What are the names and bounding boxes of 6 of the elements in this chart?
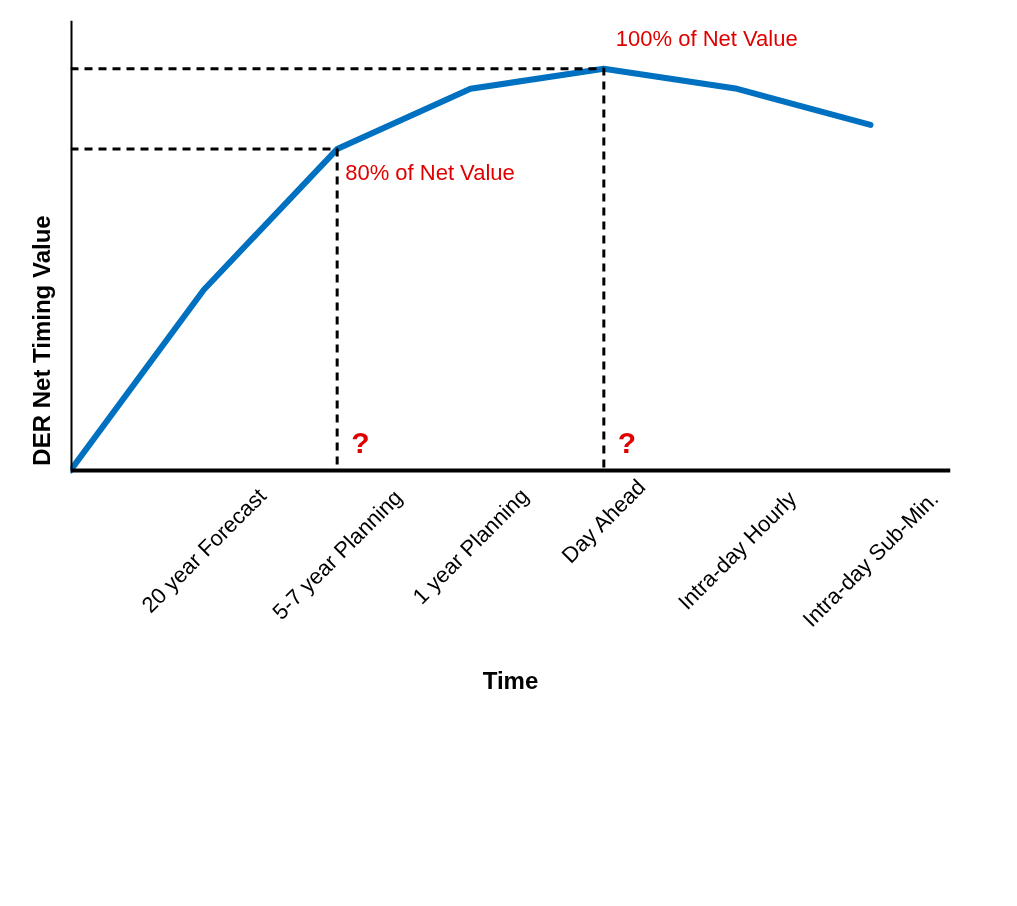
annotation: 80% of Net Value xyxy=(345,160,515,186)
y-axis-title: DER Net Timing Value xyxy=(27,215,55,466)
x-axis-title: Time xyxy=(482,666,539,694)
annotation: ? xyxy=(617,425,637,459)
annotation: 100% of Net Value xyxy=(615,25,798,51)
annotation: ? xyxy=(351,425,370,459)
